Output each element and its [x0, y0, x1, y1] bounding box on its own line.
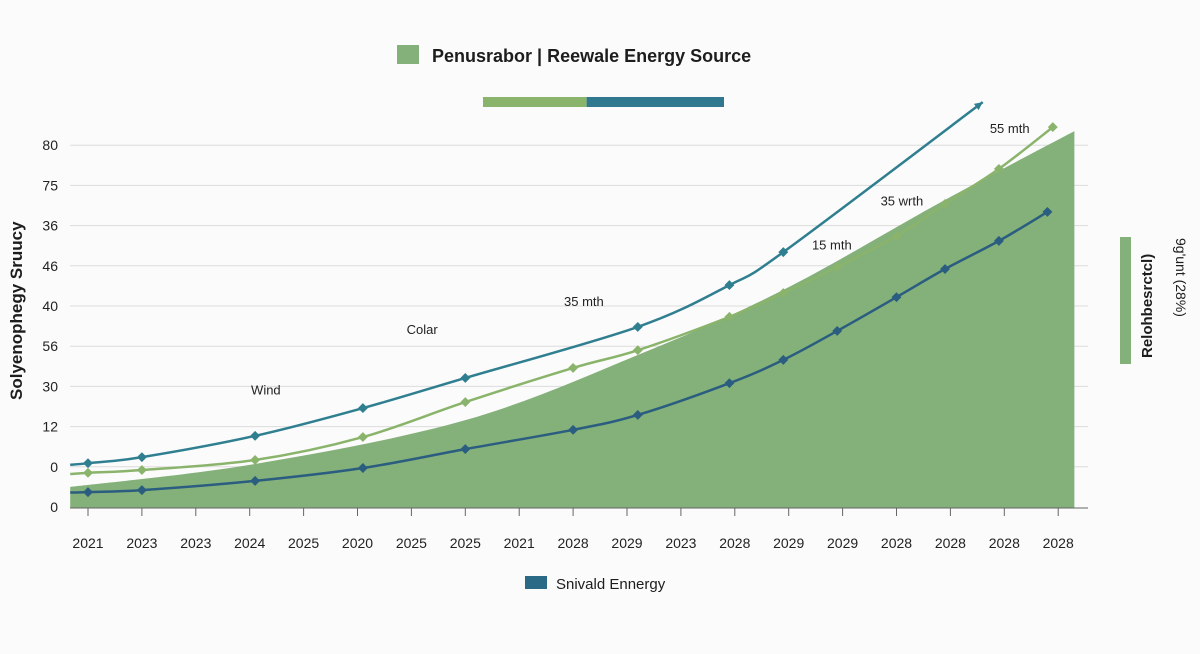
data-point — [357, 403, 368, 414]
data-point — [460, 444, 471, 455]
y-tick-labels: 0 0 12 30 56 40 46 36 75 80 — [42, 137, 58, 515]
data-point — [724, 378, 735, 389]
data-point — [357, 463, 368, 473]
series-arrowhead — [973, 102, 983, 111]
x-tick-label: 2028 — [881, 535, 912, 551]
x-tick-labels: 2021 2023 2023 2024 2025 2020 2025 2025 2021 2028… — [72, 508, 1074, 551]
data-point — [778, 247, 789, 258]
legend-bar-green — [483, 97, 587, 107]
gridlines — [70, 144, 1088, 468]
data-point — [778, 354, 789, 365]
line-series-1 — [70, 101, 984, 469]
y-tick-label: 0 — [50, 499, 58, 515]
annotation-label: 35 wrth — [881, 194, 924, 209]
bottom-legend-swatch — [525, 576, 547, 589]
x-tick-label: 2024 — [234, 535, 265, 551]
y-tick-label: 80 — [42, 137, 58, 153]
annotation-label: 55 mth — [990, 121, 1030, 136]
x-tick-label: 2029 — [773, 535, 804, 551]
x-tick-label: 2029 — [611, 535, 642, 551]
x-tick-label: 2028 — [558, 535, 589, 551]
y-tick-label: 36 — [42, 218, 58, 234]
data-point — [891, 292, 902, 303]
series-line — [70, 126, 1054, 476]
data-point — [832, 325, 843, 336]
y-tick-label: 56 — [42, 338, 58, 354]
x-tick-label: 2025 — [396, 535, 427, 551]
x-tick-label: 2023 — [180, 535, 211, 551]
data-point — [250, 475, 261, 486]
data-point — [832, 262, 843, 272]
y-tick-label: 0 — [50, 459, 58, 475]
data-point — [632, 409, 643, 420]
data-point — [250, 430, 261, 441]
data-point — [460, 373, 471, 383]
data-point — [724, 311, 735, 322]
annotation-label: Wind — [251, 382, 281, 397]
data-point — [940, 264, 950, 274]
x-tick-label: 2028 — [989, 535, 1020, 551]
x-tick-label: 2025 — [288, 535, 319, 551]
title-swatch — [397, 45, 419, 64]
line-series-2 — [70, 122, 1058, 478]
line-series-3 — [70, 206, 1053, 498]
series-line — [70, 210, 1049, 494]
data-point — [1042, 206, 1053, 217]
annotation-label: 35 mth — [564, 294, 604, 309]
data-point — [940, 198, 950, 209]
data-point — [993, 163, 1004, 174]
y-tick-label: 40 — [42, 298, 58, 314]
right-legend-label: Relohbesrctcl) — [1139, 254, 1156, 358]
data-point — [891, 231, 902, 242]
area-series — [70, 131, 1075, 508]
y-tick-label: 75 — [42, 177, 58, 193]
data-point — [83, 467, 93, 478]
x-tick-label: 2021 — [504, 535, 535, 551]
y-axis-label: Solyenophegy Sruucy — [7, 221, 26, 400]
data-point — [568, 424, 579, 435]
x-tick-label: 2028 — [1043, 535, 1074, 551]
data-point — [724, 280, 735, 291]
x-tick-label: 2028 — [935, 535, 966, 551]
right-legend-swatch — [1120, 237, 1131, 364]
data-point — [136, 452, 147, 463]
annotation-label: Colar — [407, 322, 439, 337]
y-tick-label: 46 — [42, 258, 58, 274]
x-tick-label: 2028 — [719, 535, 750, 551]
data-point — [993, 235, 1004, 246]
data-point — [778, 288, 789, 299]
data-point — [632, 321, 643, 332]
data-point — [460, 397, 471, 408]
x-tick-label: 2021 — [72, 535, 103, 551]
y-tick-label: 12 — [42, 419, 58, 435]
data-point — [632, 345, 643, 356]
chart-title: Penusrabor | Reewale Energy Source — [432, 46, 751, 66]
x-tick-label: 2020 — [342, 535, 373, 551]
x-tick-label: 2029 — [827, 535, 858, 551]
data-point — [1047, 122, 1058, 133]
y-tick-label: 30 — [42, 378, 58, 394]
x-tick-label: 2023 — [665, 535, 696, 551]
x-tick-label: 2025 — [450, 535, 481, 551]
data-point — [357, 432, 368, 443]
data-point — [136, 465, 147, 475]
data-point — [568, 362, 579, 373]
x-tick-label: 2023 — [126, 535, 157, 551]
annotation-label: 15 mth — [812, 238, 852, 253]
annotations: Wind Colar 35 mth 15 mth 35 wrth 55 mth — [251, 121, 1030, 397]
data-point — [250, 455, 261, 465]
bottom-legend-label: Snivald Ennergy — [556, 576, 666, 593]
right-legend-sublabel: 9g'unt (28%) — [1173, 238, 1189, 317]
data-point — [136, 485, 147, 496]
legend-bar-teal — [586, 97, 724, 107]
